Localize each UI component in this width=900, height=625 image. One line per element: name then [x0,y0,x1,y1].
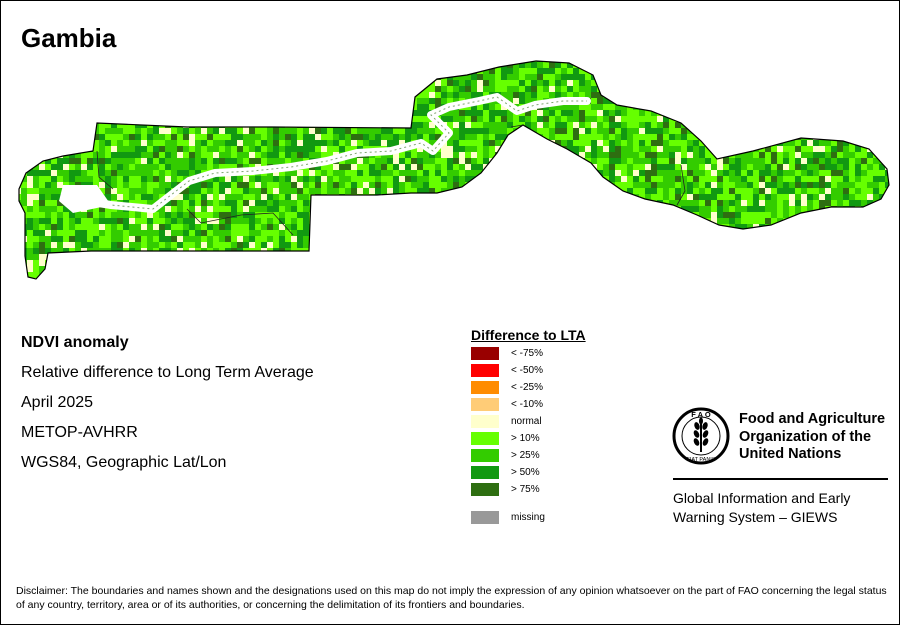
info-period: April 2025 [21,394,94,411]
info-sensor: METOP-AVHRR [21,424,138,441]
fao-divider [673,478,888,480]
fao-name-line2: Organization of the [739,428,872,445]
legend-title: Difference to LTA [471,327,586,343]
legend-label: > 10% [511,433,540,444]
legend-swatch [471,432,499,445]
fao-name-line3: United Nations [739,446,842,462]
disclaimer: Disclaimer: The boundaries and names sho… [16,585,887,611]
fao-logo-motto: FIAT PANIS [686,457,715,463]
legend-label: > 25% [511,450,540,461]
giews-line1: Global Information and Early [673,490,851,506]
legend-label: missing [511,512,545,523]
river-estuary [59,185,111,213]
legend-swatch [471,364,499,377]
legend-label: < -75% [511,348,543,359]
map-title: Gambia [21,23,117,53]
legend-swatch [471,449,499,462]
info-description: Relative difference to Long Term Average [21,364,314,381]
fao-name-line1: Food and Agriculture [739,411,886,427]
legend-label: normal [511,416,542,427]
legend-label: < -25% [511,382,543,393]
gambia-ndvi-map [18,60,890,280]
legend-swatch [471,347,499,360]
legend-swatch [471,466,499,479]
fao-name: Food and Agriculture Organization of the… [739,411,889,464]
legend-label: > 75% [511,484,540,495]
fao-logo-icon: F A O FIAT PANIS [672,407,730,465]
legend-label: < -10% [511,399,543,410]
river-shore [72,96,587,210]
giews-line2: Warning System – GIEWS [673,509,838,525]
legend-label: > 50% [511,467,540,478]
legend-swatch [471,415,499,428]
info-product: NDVI anomaly [21,334,129,351]
legend-swatch [471,511,499,524]
fao-logo-letters: F A O [691,410,711,419]
region-boundaries [96,124,686,236]
giews-name: Global Information and Early Warning Sys… [673,489,893,527]
info-projection: WGS84, Geographic Lat/Lon [21,454,227,471]
legend-swatch [471,398,499,411]
legend-swatch [471,381,499,394]
legend-label: < -50% [511,365,543,376]
country-boundary [18,60,890,280]
legend-swatch [471,483,499,496]
